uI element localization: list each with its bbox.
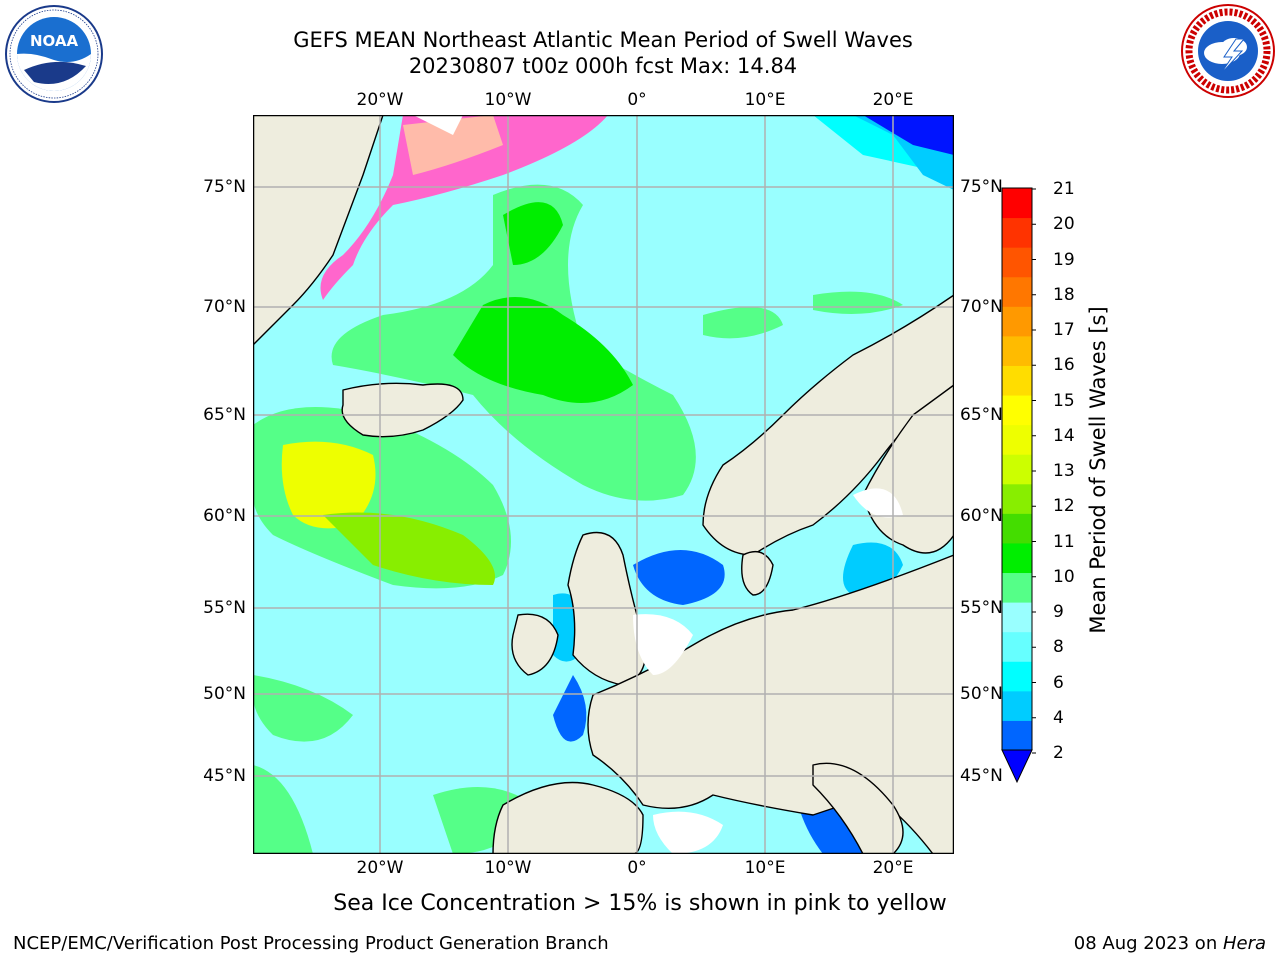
colorbar-tick-label: 8	[1053, 637, 1064, 658]
lon-label-top-20w: 20°W	[356, 90, 404, 110]
lat-label-right-60n: 60°N	[960, 506, 1003, 526]
colorbar-segment	[1002, 631, 1032, 662]
sea-ice-caption: Sea Ice Concentration > 15% is shown in …	[333, 891, 947, 916]
colorbar-segment	[1002, 513, 1032, 544]
sea-ice-field	[320, 115, 608, 300]
lat-label-left-55n: 55°N	[203, 598, 246, 618]
colorbar-segment	[1002, 217, 1032, 248]
issue-date: 08 Aug 2023 on Hera	[1074, 933, 1266, 954]
chart-title: GEFS MEAN Northeast Atlantic Mean Period…	[293, 28, 913, 52]
greenland	[253, 115, 384, 346]
colorbar-segment	[1002, 661, 1032, 692]
colorbar-tick-label: 2	[1053, 743, 1064, 763]
host-name: Hera	[1222, 933, 1266, 954]
colorbar-segment	[1002, 690, 1032, 721]
chart-subtitle: 20230807 t00z 000h fcst Max: 14.84	[408, 54, 798, 78]
graticule	[253, 115, 954, 854]
lat-label-right-50n: 50°N	[960, 684, 1003, 704]
noaa-logo-text: NOAA	[30, 32, 79, 50]
colorbar-tick-label: 4	[1053, 707, 1064, 728]
lon-label-top-10w: 10°W	[484, 90, 532, 110]
lat-label-left-70n: 70°N	[203, 297, 246, 317]
colorbar-segment	[1002, 306, 1032, 337]
colorbar-label: Mean Period of Swell Waves [s]	[1086, 306, 1110, 634]
lon-label-bottom-10w: 10°W	[484, 858, 532, 878]
colorbar-tick-label: 9	[1053, 602, 1064, 622]
colorbar-tick-label: 15	[1053, 390, 1075, 411]
colorbar-segment	[1002, 365, 1032, 396]
ireland	[511, 613, 559, 676]
lat-label-right-70n: 70°N	[960, 297, 1003, 317]
colorbar-segment	[1002, 247, 1032, 278]
lon-label-top-0: 0°	[627, 90, 647, 110]
lat-label-left-65n: 65°N	[203, 405, 246, 425]
colorbar-tick-label: 11	[1053, 531, 1075, 552]
colorbar-tick-label: 20	[1053, 214, 1075, 235]
colorbar-segment	[1002, 602, 1032, 633]
colorbar-tick-label: 21	[1053, 179, 1075, 199]
lat-label-right-75n: 75°N	[960, 177, 1003, 197]
lat-label-left-50n: 50°N	[203, 684, 246, 704]
colorbar-segment	[1002, 188, 1032, 219]
italy	[812, 762, 904, 854]
colorbar-tick-label: 19	[1053, 249, 1075, 270]
colorbar-segment	[1002, 483, 1032, 514]
lon-label-bottom-10e: 10°E	[744, 858, 786, 878]
wave-period-map	[253, 115, 954, 854]
colorbar-segment	[1002, 720, 1032, 751]
colorbar-extend-arrow	[1001, 749, 1033, 784]
colorbar-tick-label: 10	[1053, 566, 1075, 587]
colorbar-tick-label: 13	[1053, 461, 1075, 481]
national-weather-service-logo	[1181, 4, 1275, 98]
credit-line: NCEP/EMC/Verification Post Processing Pr…	[13, 933, 609, 954]
colorbar-segment	[1002, 542, 1032, 574]
colorbar-segment	[1002, 454, 1032, 485]
colorbar-frame	[1001, 187, 1033, 751]
lat-label-left-75n: 75°N	[203, 177, 246, 197]
lat-label-right-45n: 45°N	[960, 766, 1003, 786]
noaa-logo: NOAA	[5, 5, 103, 103]
colorbar-segment	[1002, 572, 1032, 603]
lon-label-top-10e: 10°E	[744, 90, 786, 110]
lat-label-right-65n: 65°N	[960, 405, 1003, 425]
lon-label-bottom-20e: 20°E	[872, 858, 914, 878]
colorbar-segment	[1002, 424, 1032, 455]
colorbar-tick-label: 14	[1053, 425, 1075, 446]
lon-label-bottom-0: 0°	[627, 858, 647, 878]
colorbar-tick-label: 6	[1053, 672, 1064, 693]
iberia	[492, 781, 644, 854]
colorbar-segment	[1002, 335, 1032, 366]
colorbar	[1001, 187, 1036, 784]
lat-label-left-45n: 45°N	[203, 766, 246, 786]
lon-label-bottom-20w: 20°W	[356, 858, 404, 878]
colorbar-tick-label: 16	[1053, 355, 1075, 376]
map-frame	[253, 115, 954, 854]
iceland	[341, 382, 464, 438]
no-data-areas	[633, 488, 903, 854]
lat-label-left-60n: 60°N	[203, 506, 246, 526]
lat-label-right-55n: 55°N	[960, 598, 1003, 618]
colorbar-tick-label: 17	[1053, 320, 1075, 340]
colorbar-tick-label: 12	[1053, 496, 1075, 517]
colorbar-segment	[1002, 395, 1032, 426]
colorbar-tick-label: 18	[1053, 284, 1075, 305]
issue-date-text: 08 Aug 2023 on	[1073, 933, 1223, 954]
colorbar-segment	[1002, 276, 1032, 307]
lon-label-top-20e: 20°E	[872, 90, 914, 110]
